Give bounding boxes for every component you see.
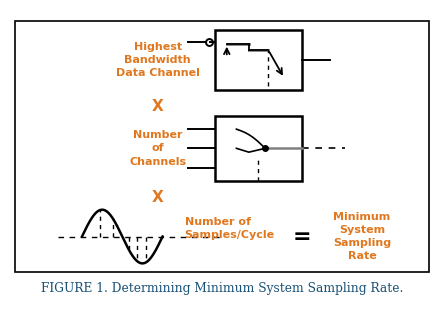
Text: Minimum
System
Sampling
Rate: Minimum System Sampling Rate bbox=[333, 212, 391, 261]
Text: Number
of
Channels: Number of Channels bbox=[129, 130, 186, 167]
Text: FIGURE 1. Determining Minimum System Sampling Rate.: FIGURE 1. Determining Minimum System Sam… bbox=[41, 282, 403, 295]
Bar bbox=[215, 30, 301, 90]
Text: X: X bbox=[152, 190, 164, 205]
Text: X: X bbox=[152, 99, 164, 114]
Text: Highest
Bandwidth
Data Channel: Highest Bandwidth Data Channel bbox=[116, 42, 200, 78]
Text: =: = bbox=[292, 227, 311, 246]
Text: Number of
Samples/Cycle: Number of Samples/Cycle bbox=[185, 217, 275, 241]
Bar bbox=[15, 21, 429, 272]
Bar bbox=[215, 116, 301, 181]
